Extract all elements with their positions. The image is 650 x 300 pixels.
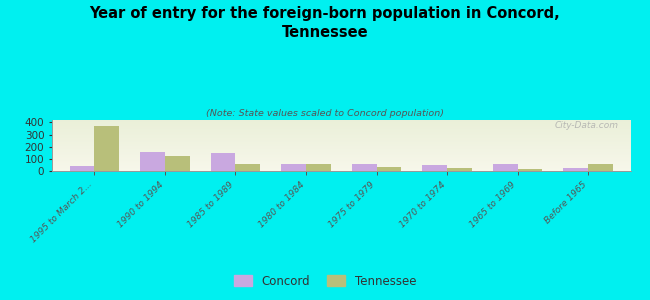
Text: City-Data.com: City-Data.com [555,121,619,130]
Text: Year of entry for the foreign-born population in Concord,
Tennessee: Year of entry for the foreign-born popul… [90,6,560,40]
Bar [235,164,260,171]
Bar [493,164,517,171]
Bar [70,166,94,171]
Bar [517,169,542,171]
Bar [376,167,401,171]
Bar [165,156,190,171]
Bar [564,168,588,171]
Legend: Concord, Tennessee: Concord, Tennessee [230,271,420,291]
Text: (Note: State values scaled to Concord population): (Note: State values scaled to Concord po… [206,110,444,118]
Bar [211,153,235,171]
Bar [447,168,472,171]
Bar [352,164,376,171]
Bar [422,165,447,171]
Bar [306,164,331,171]
Bar [588,164,613,171]
Bar [281,164,306,171]
Bar [94,126,119,171]
Bar [140,152,165,171]
